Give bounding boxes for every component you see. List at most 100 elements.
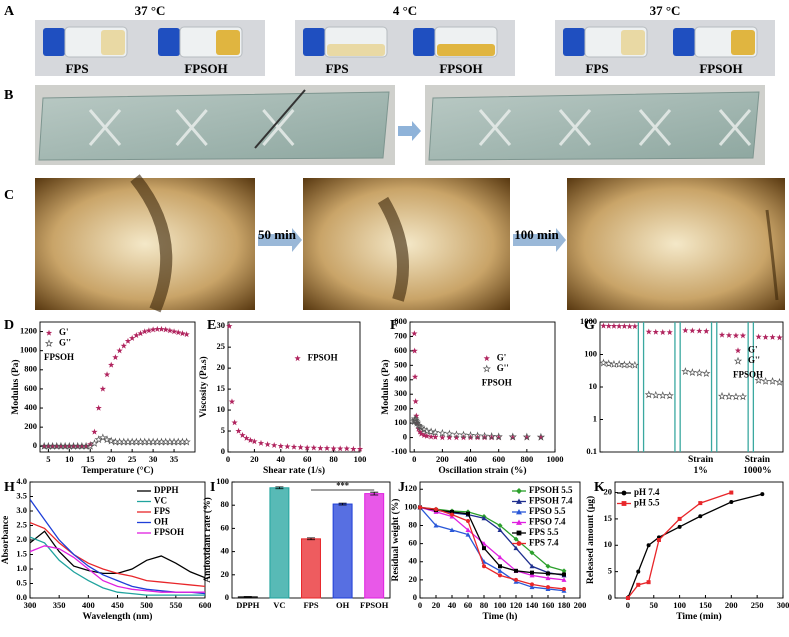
y-axis-label: Residual weight (%) (390, 499, 401, 582)
x-tick-label: 30 (149, 454, 158, 464)
marker (426, 427, 436, 436)
marker (410, 414, 420, 423)
marker (513, 536, 519, 542)
legend-label: G' (748, 345, 758, 355)
marker (294, 355, 301, 362)
marker (124, 337, 132, 344)
marker (529, 572, 535, 578)
marker (466, 511, 470, 516)
marker (413, 412, 420, 419)
marker (343, 445, 350, 452)
x-tick-label: 200 (436, 454, 449, 464)
annotation: FPSOH (482, 377, 512, 387)
y-tick-label: 80 (409, 519, 418, 529)
marker (247, 436, 254, 443)
y-tick-label: 700 (394, 330, 407, 340)
vial-liquid (437, 44, 495, 56)
vial-cap (673, 28, 695, 56)
y-tick-label: 30 (217, 320, 226, 330)
marker (516, 530, 522, 536)
x-tick-label: 180 (558, 600, 571, 610)
marker (605, 322, 612, 329)
marker (522, 432, 531, 441)
marker (729, 500, 734, 505)
y-tick-label: -100 (391, 446, 407, 456)
marker (516, 509, 522, 515)
plot-frame (227, 321, 361, 453)
series-line (30, 545, 205, 593)
series-line (420, 506, 565, 581)
marker (465, 532, 471, 537)
marker (677, 524, 682, 529)
y-tick-label: 60 (221, 522, 230, 532)
y-tick-label: 500 (394, 359, 407, 369)
marker (482, 364, 491, 373)
marker (513, 545, 519, 551)
marker (228, 398, 236, 405)
vial-liquid (327, 44, 385, 56)
marker (529, 563, 535, 569)
panel-label: F (390, 318, 399, 333)
legend-label: FPS 7.4 (529, 538, 559, 548)
marker (466, 518, 470, 523)
marker (689, 327, 696, 334)
marker (137, 330, 144, 337)
panel-label: C (4, 188, 14, 203)
marker (516, 519, 522, 525)
marker (616, 322, 623, 329)
marker (445, 429, 454, 438)
gel-writing (558, 109, 592, 146)
marker (432, 433, 439, 440)
y-axis-label: Released amount (μg) (585, 496, 596, 584)
marker (514, 568, 518, 573)
legend-label: FPS 5.5 (529, 527, 559, 537)
marker (516, 541, 522, 546)
x-tick-label: VC (273, 600, 285, 610)
y-tick-label: 0 (33, 440, 37, 450)
marker (231, 419, 238, 426)
x-tick-label: 0 (226, 454, 230, 464)
x-tick-label: 600 (199, 600, 212, 610)
arrow (513, 228, 566, 252)
marker (717, 391, 727, 400)
marker (631, 323, 638, 330)
marker (170, 328, 178, 335)
marker (337, 445, 344, 452)
y-tick-label: 40 (409, 556, 418, 566)
marker (562, 586, 566, 591)
x-tick-label: 800 (520, 454, 533, 464)
marker (498, 564, 502, 569)
marker (652, 328, 659, 335)
x-tick-label: 5 (46, 454, 50, 464)
marker (179, 330, 186, 337)
marker (625, 596, 630, 600)
y-tick-label: 100 (404, 501, 417, 511)
series-line (420, 506, 565, 590)
marker (514, 577, 518, 582)
marker (695, 368, 704, 377)
plot-frame (39, 321, 196, 453)
marker (658, 391, 667, 399)
marker (702, 369, 711, 378)
y-axis-label: Absorbance (1, 516, 11, 565)
error-bar (370, 491, 379, 496)
panel-label: I (210, 480, 215, 495)
y-tick-label: 200 (394, 403, 407, 413)
marker (257, 439, 265, 446)
needle (254, 89, 306, 149)
marker (755, 333, 762, 340)
temperature: 37 °C (135, 3, 166, 18)
marker (769, 333, 776, 340)
marker (698, 501, 703, 506)
bar (364, 493, 385, 599)
marker (621, 490, 627, 496)
x-tick-label: 200 (574, 600, 587, 610)
marker (651, 390, 660, 399)
marker (768, 376, 777, 385)
marker (82, 442, 90, 449)
gel-edge (377, 196, 409, 302)
annotation: 1000% (743, 466, 772, 476)
x-axis-label: Time (h) (483, 611, 518, 622)
y-tick-label: 100 (216, 476, 229, 486)
